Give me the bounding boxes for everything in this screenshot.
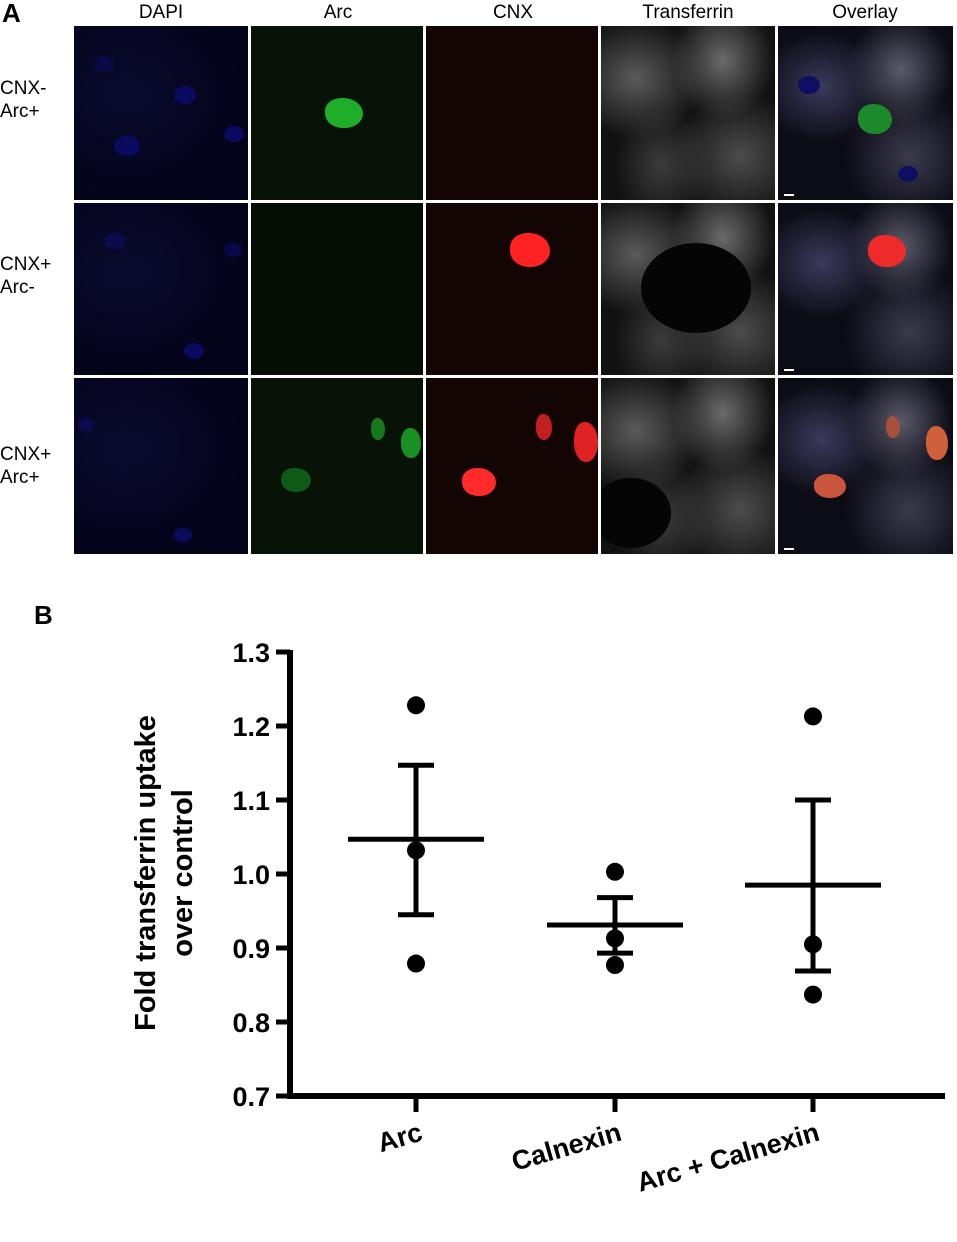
y-tick-label: 0.7	[232, 1082, 270, 1112]
chart-marks	[348, 696, 881, 1004]
data-point	[804, 935, 822, 954]
row-label-1-line1: CNX-	[0, 78, 47, 99]
row-label-3-line2: Arc+	[0, 467, 40, 488]
row-label-1: CNX- Arc+	[0, 77, 72, 123]
y-tick-label: 0.8	[232, 1008, 270, 1038]
column-label-transferrin: Transferrin	[642, 2, 734, 23]
image-transferrin-row2	[601, 203, 775, 375]
data-point	[407, 696, 425, 715]
image-dapi-row3	[74, 378, 248, 554]
image-transferrin-row3	[601, 378, 775, 554]
row-label-2-line2: Arc-	[0, 277, 35, 298]
y-axis-label-line2: over control	[167, 789, 199, 957]
y-tick-label: 1.0	[232, 860, 270, 890]
image-dapi-row1	[74, 26, 248, 200]
data-point	[606, 862, 624, 881]
image-cnx-row3	[426, 378, 598, 554]
column-label-overlay: Overlay	[832, 2, 898, 23]
row-label-2: CNX+ Arc-	[0, 253, 72, 299]
y-tick-label: 0.9	[232, 934, 270, 964]
y-tick-label: 1.3	[232, 638, 270, 668]
y-tick-label: 1.2	[232, 712, 270, 742]
y-axis-label-line1: Fold transferrin uptake	[130, 715, 162, 1031]
scale-bar	[784, 194, 794, 196]
image-overlay-row2	[778, 203, 953, 375]
x-tick-label: Arc	[374, 1117, 426, 1158]
image-cnx-row1	[426, 26, 598, 200]
y-tick-label: 1.1	[232, 786, 270, 816]
fold-transferrin-chart: 0.7 0.8 0.9 1.0 1.1 1.2 1.3 Arc Calnexin Arc + C…	[130, 638, 945, 1198]
x-tick-label: Arc + Calnexin	[633, 1117, 822, 1198]
x-ticks: Arc Calnexin Arc + Calnexin	[374, 1096, 823, 1198]
image-transferrin-row1	[601, 26, 775, 200]
data-point	[606, 956, 624, 975]
column-label-cnx: CNX	[492, 2, 534, 23]
image-arc-row1	[251, 26, 423, 200]
image-cnx-row2	[426, 203, 598, 375]
image-overlay-row1	[778, 26, 953, 200]
panel-b-letter: B	[34, 600, 53, 630]
image-dapi-row2	[74, 203, 248, 375]
data-point	[407, 954, 425, 973]
data-point	[606, 929, 624, 948]
row-label-2-line1: CNX+	[0, 254, 52, 275]
panel-a-letter: A	[2, 0, 21, 28]
row-label-3-line1: CNX+	[0, 444, 52, 465]
x-tick-label: Calnexin	[508, 1117, 624, 1177]
y-axis-label: Fold transferrin uptake over control	[130, 715, 199, 1031]
image-arc-row3	[251, 378, 423, 554]
data-point	[407, 841, 425, 860]
image-overlay-row3	[778, 378, 953, 554]
data-point	[804, 985, 822, 1004]
data-point	[804, 707, 822, 726]
scale-bar	[784, 369, 794, 371]
row-label-1-line2: Arc+	[0, 101, 40, 122]
column-label-arc: Arc	[323, 2, 353, 23]
scale-bar	[784, 548, 794, 550]
y-ticks: 0.7 0.8 0.9 1.0 1.1 1.2 1.3	[232, 638, 290, 1112]
column-label-dapi: DAPI	[138, 2, 184, 23]
image-arc-row2	[251, 203, 423, 375]
row-label-3: CNX+ Arc+	[0, 443, 72, 489]
